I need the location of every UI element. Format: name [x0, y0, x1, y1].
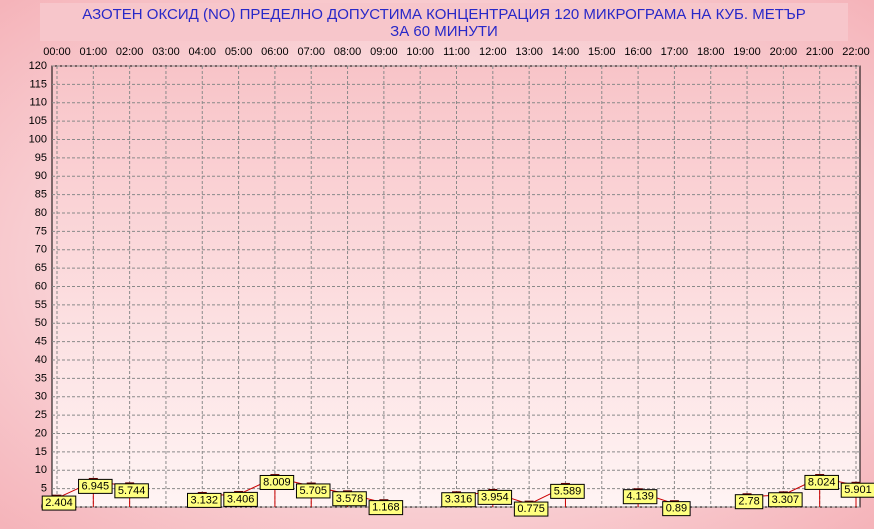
x-tick-label: 06:00: [261, 46, 289, 58]
value-label: 2.404: [45, 497, 73, 509]
y-tick-label: 50: [35, 317, 47, 329]
y-tick-label: 55: [35, 299, 47, 311]
value-label: 3.307: [772, 494, 800, 506]
x-tick-label: 02:00: [116, 46, 144, 58]
y-tick-label: 70: [35, 244, 47, 256]
x-tick-label: 03:00: [152, 46, 180, 58]
y-tick-label: 60: [35, 280, 47, 292]
value-label: 1.168: [372, 502, 400, 514]
x-tick-label: 18:00: [697, 46, 725, 58]
value-label-box: [78, 478, 113, 494]
value-label: 8.009: [263, 476, 291, 488]
value-label: 5.901: [844, 484, 872, 496]
value-label-box: [295, 483, 331, 499]
y-tick-label: 10: [35, 464, 47, 476]
y-tick-label: 95: [35, 152, 47, 164]
value-label: 3.406: [227, 493, 255, 505]
x-tick-label: 00:00: [43, 46, 71, 58]
x-tick-label: 15:00: [588, 46, 616, 58]
title-box: [40, 3, 848, 41]
chart-subtitle: ЗА 60 МИНУТИ: [390, 23, 498, 40]
value-label-box: [804, 474, 839, 490]
value-label: 3.578: [336, 493, 364, 505]
value-label: 4.139: [626, 491, 654, 503]
y-tick-label: 20: [35, 427, 47, 439]
value-label: 0.89: [666, 503, 687, 515]
value-label-box: [734, 494, 764, 510]
value-label-box: [513, 501, 549, 517]
x-tick-label: 01:00: [80, 46, 108, 58]
y-tick-label: 85: [35, 189, 47, 201]
y-tick-label: 15: [35, 446, 47, 458]
y-tick-label: 25: [35, 409, 47, 421]
x-tick-label: 09:00: [370, 46, 398, 58]
value-label: 6.945: [82, 480, 110, 492]
value-label: 5.744: [118, 485, 146, 497]
x-tick-label: 20:00: [770, 46, 798, 58]
x-tick-label: 22:00: [842, 46, 870, 58]
y-tick-label: 105: [29, 115, 47, 127]
y-tick-label: 115: [29, 78, 47, 90]
value-label-box: [477, 489, 513, 505]
value-label-box: [840, 482, 874, 498]
value-label-box: [114, 483, 149, 499]
y-tick-label: 5: [41, 483, 47, 495]
value-label: 0.775: [517, 503, 545, 515]
value-label: 8.024: [808, 476, 836, 488]
x-tick-label: 04:00: [189, 46, 217, 58]
y-tick-label: 90: [35, 170, 47, 182]
value-label-box: [259, 474, 295, 490]
x-tick-label: 14:00: [552, 46, 580, 58]
value-label-box: [550, 483, 585, 499]
y-tick-label: 75: [35, 225, 47, 237]
x-tick-label: 17:00: [661, 46, 689, 58]
x-tick-label: 10:00: [406, 46, 434, 58]
x-tick-label: 07:00: [297, 46, 325, 58]
y-tick-label: 110: [29, 97, 47, 109]
value-label-box: [622, 489, 658, 505]
y-tick-label: 35: [35, 372, 47, 384]
y-tick-label: 65: [35, 262, 47, 274]
x-tick-label: 21:00: [806, 46, 834, 58]
chart-title: АЗОТЕН ОКСИД (NO) ПРЕДЕЛНО ДОПУСТИМА КОН…: [82, 6, 806, 23]
y-tick-label: 45: [35, 336, 47, 348]
x-tick-label: 13:00: [515, 46, 543, 58]
value-label-box: [332, 491, 367, 507]
value-label: 3.954: [481, 491, 509, 503]
value-label-box: [223, 491, 258, 507]
value-label-box: [768, 492, 803, 508]
value-label-box: [41, 495, 77, 511]
value-label-box: [662, 501, 691, 517]
value-label: 2.78: [738, 496, 759, 508]
x-tick-label: 19:00: [733, 46, 761, 58]
y-tick-label: 120: [29, 60, 47, 72]
x-tick-label: 12:00: [479, 46, 507, 58]
value-label-box: [368, 500, 404, 516]
y-tick-label: 100: [29, 133, 47, 145]
x-tick-label: 16:00: [624, 46, 652, 58]
x-tick-label: 05:00: [225, 46, 253, 58]
x-tick-label: 11:00: [443, 46, 470, 58]
value-label: 3.316: [445, 494, 473, 506]
y-tick-label: 30: [35, 391, 47, 403]
value-label-box: [441, 492, 476, 508]
value-label-box: [187, 492, 222, 508]
x-tick-label: 08:00: [334, 46, 362, 58]
y-tick-label: 80: [35, 207, 47, 219]
value-label: 5.589: [554, 485, 582, 497]
value-label: 3.132: [191, 494, 219, 506]
y-tick-label: 40: [35, 354, 47, 366]
value-label: 5.705: [299, 485, 327, 497]
